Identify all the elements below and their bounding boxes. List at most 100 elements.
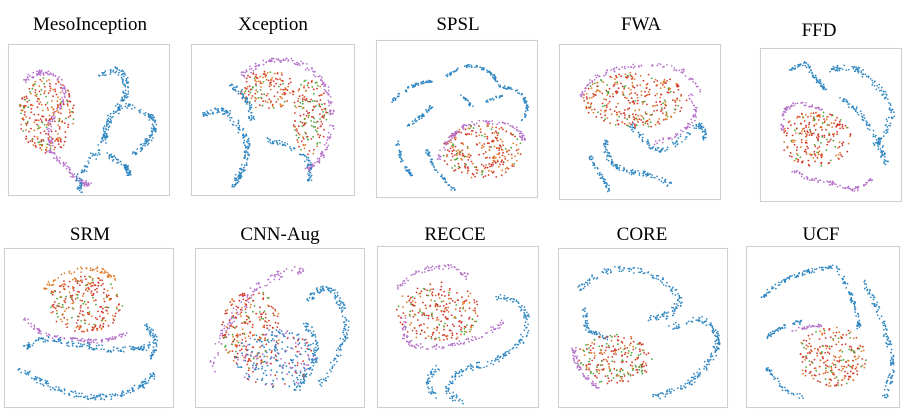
scatter-point: [271, 103, 274, 106]
scatter-point: [511, 165, 513, 167]
scatter-point: [62, 165, 65, 167]
scatter-point: [235, 177, 238, 180]
scatter-point: [63, 299, 65, 302]
scatter-point: [47, 138, 50, 140]
scatter-point: [468, 65, 471, 68]
scatter-point: [616, 83, 619, 85]
scatter-point: [80, 320, 83, 322]
scatter-point: [839, 127, 841, 130]
scatter-point: [514, 135, 516, 138]
scatter-point: [496, 159, 499, 162]
scatter-point: [604, 73, 607, 76]
scatter-point: [286, 143, 289, 145]
scatter-point: [301, 100, 304, 103]
scatter-point: [42, 337, 45, 340]
scatter-point: [501, 154, 504, 157]
scatter-point: [311, 109, 314, 112]
scatter-point: [237, 176, 239, 178]
scatter-point: [451, 137, 453, 140]
scatter-point: [502, 151, 504, 154]
scatter-point: [323, 102, 326, 105]
scatter-point: [311, 100, 314, 102]
scatter-point: [329, 110, 331, 113]
scatter-point: [68, 95, 71, 98]
scatter-point: [491, 171, 494, 174]
scatter-point: [591, 108, 593, 111]
scatter-point: [112, 69, 115, 72]
scatter-point: [68, 111, 71, 114]
scatter-point: [457, 149, 460, 151]
scatter-point: [292, 124, 295, 126]
scatter-point: [884, 90, 887, 93]
scatter-point: [112, 112, 115, 115]
scatter-point: [283, 93, 286, 96]
scatter-point: [233, 320, 235, 323]
scatter-point: [631, 121, 634, 123]
scatter-point: [232, 307, 235, 310]
scatter-point: [20, 123, 23, 126]
scatter-point: [639, 84, 642, 86]
scatter-point: [121, 333, 123, 336]
scatter-point: [322, 135, 325, 138]
scatter-point: [240, 315, 242, 318]
scatter-point: [229, 301, 232, 303]
scatter-point: [873, 80, 876, 83]
scatter-point: [309, 176, 312, 178]
scatter-point: [85, 303, 87, 306]
scatter-point: [491, 123, 494, 125]
scatter-point: [231, 184, 234, 186]
scatter-point: [641, 101, 644, 103]
scatter-point: [644, 95, 646, 98]
scatter-point: [439, 155, 442, 158]
scatter-point: [794, 171, 796, 174]
scatter-point: [243, 141, 245, 144]
scatter-point: [109, 393, 111, 396]
scatter-point: [669, 78, 671, 81]
scatter-point: [112, 337, 115, 340]
scatter-point: [261, 313, 263, 315]
scatter-point: [409, 171, 411, 174]
scatter-point: [237, 313, 239, 316]
scatter-point: [865, 120, 868, 123]
scatter-point: [629, 102, 631, 104]
scatter-point: [509, 133, 512, 135]
scatter-point: [602, 105, 604, 108]
scatter-point: [88, 282, 91, 285]
scatter-point: [81, 299, 83, 302]
scatter-point: [844, 187, 847, 189]
scatter-point: [405, 90, 408, 93]
scatter-point: [224, 310, 227, 312]
scatter-point: [68, 280, 71, 283]
scatter-point: [102, 326, 105, 328]
scatter-point: [323, 115, 325, 117]
scatter-point: [836, 133, 838, 135]
scatter-point: [49, 386, 52, 388]
scatter-point: [612, 165, 615, 167]
scatter-point: [54, 116, 57, 118]
scatter-point: [45, 149, 48, 152]
scatter-point: [239, 333, 241, 336]
scatter-point: [701, 128, 704, 131]
scatter-point: [793, 104, 795, 107]
scatter-point: [20, 371, 23, 374]
scatter-point: [401, 159, 404, 162]
scatter-point: [671, 138, 673, 140]
scatter-point: [695, 123, 698, 126]
scatter-point: [105, 337, 107, 340]
scatter-point: [237, 366, 239, 368]
scatter-point: [143, 347, 145, 349]
scatter-point: [221, 334, 224, 337]
scatter-point: [81, 330, 83, 333]
scatter-point: [147, 115, 150, 117]
scatter-point: [826, 143, 829, 146]
scatter-point: [511, 88, 513, 91]
scatter-point: [848, 103, 851, 105]
scatter-point: [241, 354, 244, 357]
scatter-point: [117, 304, 120, 306]
scatter-point: [251, 323, 254, 326]
scatter-point: [490, 146, 493, 149]
scatter-point: [76, 337, 78, 340]
scatter-point: [152, 128, 155, 131]
scatter-point: [248, 85, 251, 87]
scatter-point: [49, 82, 51, 85]
